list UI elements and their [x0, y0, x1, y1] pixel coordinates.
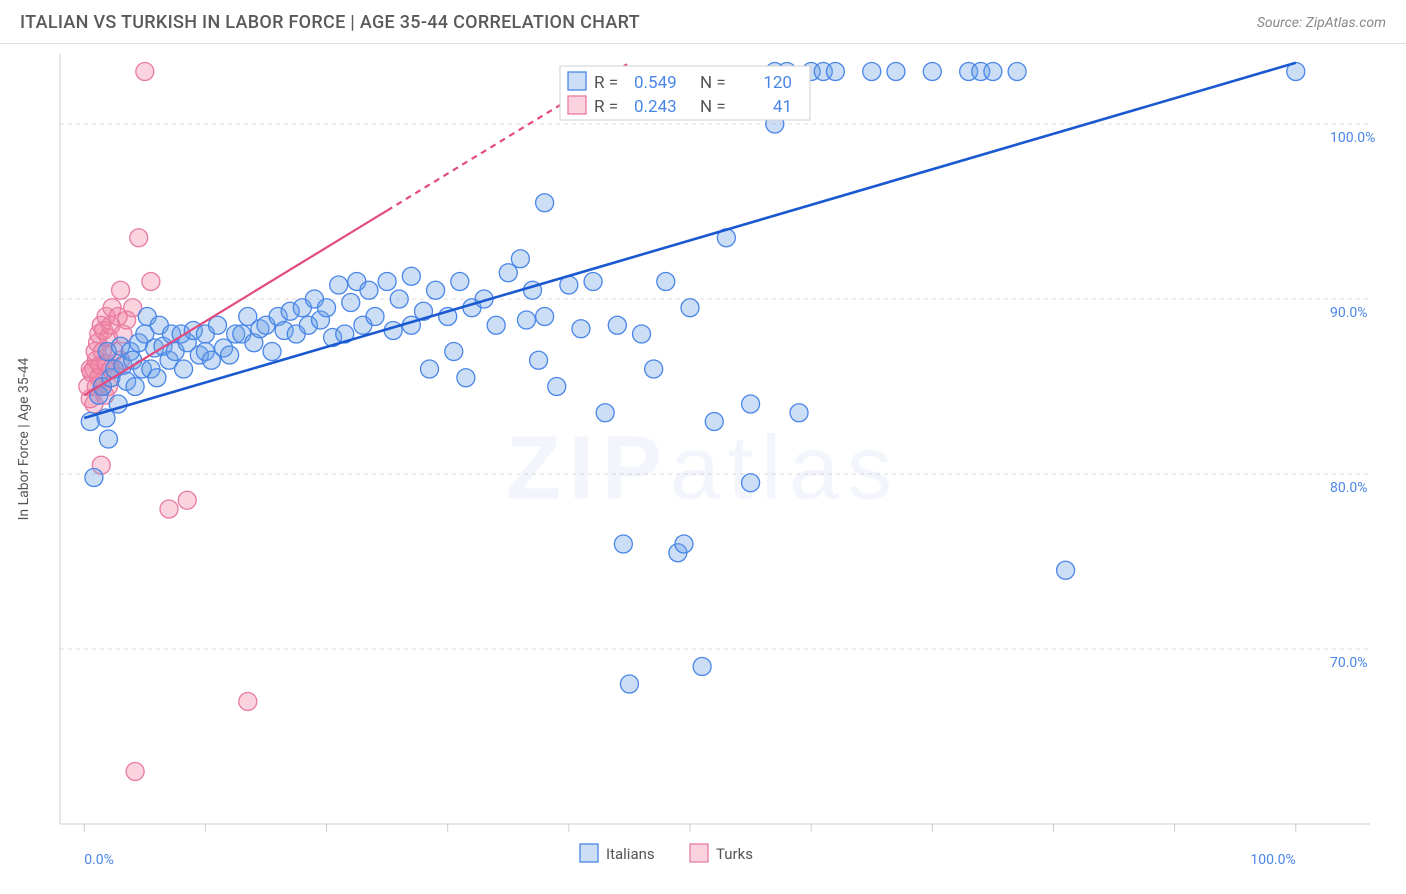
svg-text:N =: N =: [700, 73, 726, 93]
chart-area: ZIPatlas 70.0%80.0%90.0%100.0%0.0%100.0%…: [0, 44, 1406, 894]
chart-header: ITALIAN VS TURKISH IN LABOR FORCE | AGE …: [0, 0, 1406, 44]
source-name: ZipAtlas.com: [1306, 15, 1386, 31]
svg-text:R =: R =: [594, 73, 618, 93]
svg-text:Turks: Turks: [716, 845, 753, 863]
scatter-chart: 70.0% 80.0% 90.0% 100.0% 0.0% 100.0% In Labor …: [0, 44, 1406, 894]
svg-text:90.0%: 90.0%: [1330, 305, 1368, 321]
source-prefix: Source:: [1257, 15, 1306, 31]
svg-text:80.0%: 80.0%: [1330, 480, 1368, 496]
svg-text:R =: R =: [594, 97, 618, 117]
svg-text:In Labor Force | Age 35-44: In Labor Force | Age 35-44: [16, 357, 32, 520]
svg-text:N =: N =: [700, 97, 726, 117]
source-attribution: Source: ZipAtlas.com: [1257, 15, 1386, 31]
chart-title: ITALIAN VS TURKISH IN LABOR FORCE | AGE …: [20, 12, 640, 33]
svg-text:0.549: 0.549: [634, 73, 677, 93]
svg-text:0.243: 0.243: [634, 97, 677, 117]
svg-text:70.0%: 70.0%: [1330, 655, 1368, 671]
svg-text:120: 120: [763, 73, 792, 93]
svg-text:0.0%: 0.0%: [84, 852, 114, 868]
svg-text:41: 41: [773, 97, 792, 117]
svg-text:Italians: Italians: [606, 845, 655, 863]
svg-text:100.0%: 100.0%: [1330, 130, 1375, 146]
svg-text:100.0%: 100.0%: [1250, 852, 1295, 868]
